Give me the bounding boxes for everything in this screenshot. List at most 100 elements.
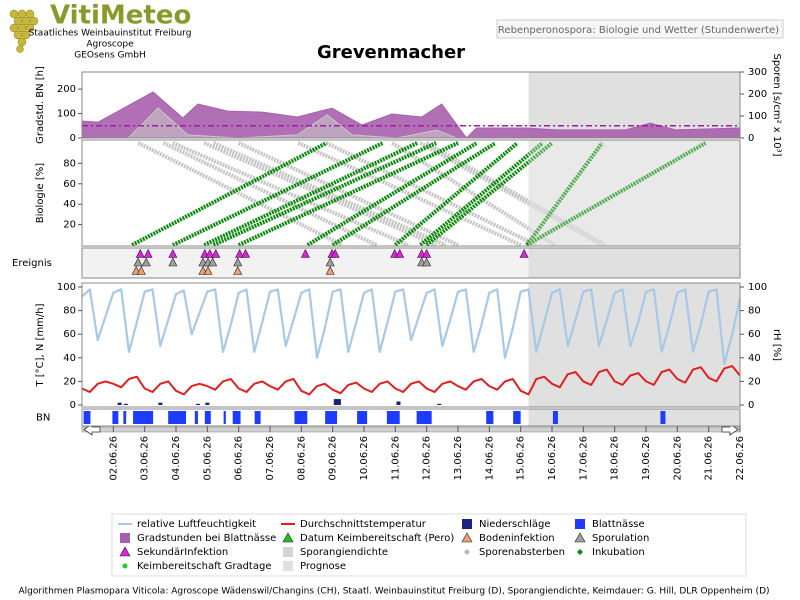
line — [81, 288, 742, 365]
x-tick-label: 04.06.26 — [171, 436, 182, 481]
legend-label: Durchschnittstemperatur — [300, 519, 427, 530]
panel-label: BN — [36, 413, 50, 424]
curve — [131, 141, 328, 247]
axis-label: rH [%] — [771, 329, 782, 361]
x-tick-label: 11.06.26 — [390, 436, 401, 481]
x-tick-label: 02.06.26 — [108, 436, 119, 481]
y-tick-label: 60 — [63, 179, 76, 190]
event-marker — [208, 257, 218, 267]
event-marker — [205, 248, 215, 258]
x-tick-label: 03.06.26 — [140, 436, 151, 481]
event-marker — [519, 248, 529, 258]
y-tick-label: 40 — [63, 353, 76, 364]
x-tick-label: 19.06.26 — [641, 436, 652, 481]
leaf-wetness — [357, 411, 368, 424]
x-tick-label: 09.06.26 — [328, 436, 339, 481]
x-tick-label: 08.06.26 — [296, 436, 307, 481]
leaf-wetness — [294, 411, 308, 424]
x-tick-label: 22.06.26 — [735, 436, 746, 481]
panel-frame — [81, 139, 741, 247]
y-tick-label: 60 — [63, 329, 76, 340]
precipitation-bar — [123, 403, 128, 405]
leaf-wetness — [486, 411, 494, 424]
prognosis-area — [528, 72, 740, 138]
precipitation-bar — [117, 402, 122, 405]
curve — [525, 141, 707, 247]
leaf-wetness — [660, 411, 666, 424]
institution: GEOsens GmbH — [74, 51, 145, 61]
precipitation-bar — [336, 399, 341, 405]
logo-grapes — [9, 9, 39, 53]
y-tick-label: 40 — [63, 199, 76, 210]
legend-swatch — [462, 519, 472, 529]
curve — [212, 141, 437, 247]
y-tick-label: 20 — [63, 220, 76, 231]
legend-label: Sporangiendichte — [300, 547, 388, 558]
institution: Agroscope — [86, 40, 134, 50]
prognosis-veil — [528, 140, 740, 246]
leaf-wetness — [112, 411, 119, 424]
y2-tick-label: 60 — [748, 329, 761, 340]
y2-tick-label: 20 — [748, 376, 761, 387]
curve — [203, 141, 419, 247]
event-marker — [422, 257, 432, 267]
y2-tick-label: 0 — [748, 400, 754, 411]
legend-swatch — [461, 532, 473, 543]
precipitation-bar — [396, 401, 401, 405]
leaf-wetness — [513, 411, 521, 424]
x-tick-label: 16.06.26 — [547, 436, 558, 481]
footer: Algorithmen Plasmopara Viticola: Agrosco… — [18, 587, 769, 597]
panel-frame — [81, 247, 741, 279]
event-marker — [395, 248, 405, 258]
curve — [297, 141, 522, 247]
logo-text: VitiMeteo — [50, 1, 191, 31]
x-tick-label: 20.06.26 — [672, 436, 683, 481]
legend-label: Inkubation — [592, 547, 645, 558]
chart-title: Grevenmacher — [317, 42, 465, 63]
legend-swatch — [122, 563, 128, 569]
y-tick-label: 200 — [57, 84, 76, 95]
event-marker — [143, 248, 153, 258]
curve — [137, 141, 343, 247]
axis-label: Biologie [%] — [35, 163, 46, 224]
y2-tick-label: 300 — [748, 67, 767, 78]
line — [81, 365, 741, 396]
curve — [425, 141, 607, 247]
y-tick-label: 80 — [63, 306, 76, 317]
x-tick-label: 06.06.26 — [234, 436, 245, 481]
leaf-wetness — [325, 411, 338, 424]
panel-frame — [81, 282, 741, 408]
x-tick-label: 10.06.26 — [359, 436, 370, 481]
leaf-wetness — [223, 411, 226, 424]
prognosis-area — [528, 283, 740, 407]
y2-tick-label: 100 — [748, 111, 767, 122]
y2-tick-label: 80 — [748, 306, 761, 317]
leaf-wetness — [386, 411, 400, 424]
leaf-wetness — [83, 411, 91, 424]
legend-label: Prognose — [300, 561, 346, 572]
subtitle: Rebenperonospora: Biologie und Wetter (S… — [498, 25, 779, 36]
legend-label: relative Luftfeuchtigkeit — [137, 519, 256, 530]
curve — [525, 141, 604, 247]
x-tick-label: 21.06.26 — [704, 436, 715, 481]
legend-label: Sporulation — [592, 533, 649, 544]
x-tick-label: 17.06.26 — [578, 436, 589, 481]
legend-swatch — [120, 533, 130, 543]
legend-swatch — [575, 519, 585, 529]
legend-swatch — [283, 561, 293, 571]
event-marker — [241, 248, 251, 258]
curve — [419, 141, 544, 247]
curve — [172, 141, 409, 247]
legend-label: Blattnässe — [592, 519, 645, 530]
panel-frame — [81, 408, 741, 427]
precipitation-bar — [437, 403, 442, 405]
leaf-wetness — [194, 411, 198, 424]
event-marker — [203, 265, 213, 275]
legend-label: Sporenabsterben — [479, 547, 565, 558]
curve — [331, 141, 497, 247]
event-marker — [300, 248, 310, 258]
legend-swatch — [577, 549, 583, 555]
y2-tick-label: 40 — [748, 353, 761, 364]
legend-label: Bodeninfektion — [479, 533, 555, 544]
